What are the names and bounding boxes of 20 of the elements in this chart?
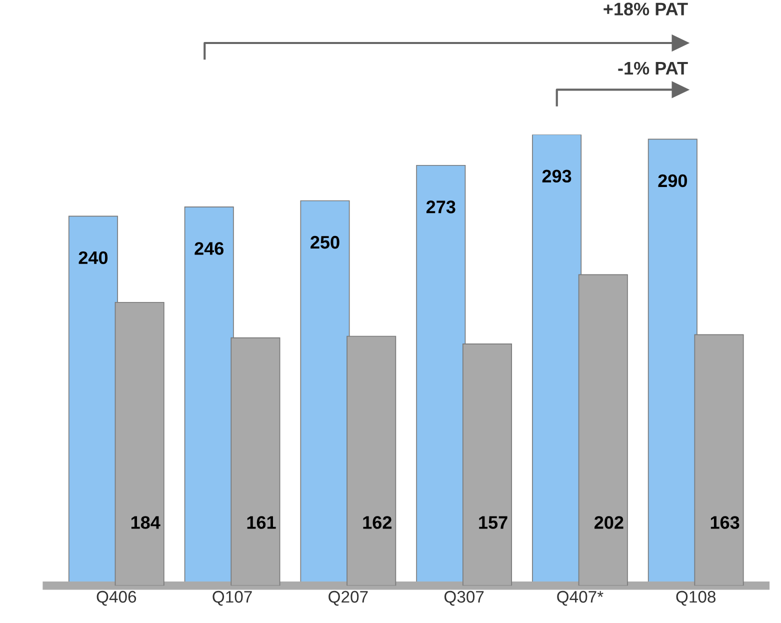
data-label: 184: [131, 516, 160, 529]
x-tick-label: Q207: [328, 590, 368, 606]
x-tick-label: Q108: [676, 590, 716, 606]
data-label: 162: [363, 516, 392, 529]
data-label: 250: [310, 236, 340, 249]
text: +18% PAT: [604, 2, 688, 16]
data-label: 240: [78, 251, 108, 264]
data-label: 161: [247, 516, 276, 529]
x-tick-label: Q107: [212, 590, 252, 606]
data-label: 163: [710, 516, 740, 529]
x-tick-label: Q406: [96, 590, 136, 606]
text: -1% PAT: [618, 62, 688, 75]
data-label: 290: [658, 174, 687, 188]
data-label: 246: [194, 242, 224, 255]
data-label: 157: [479, 516, 508, 529]
data-label: 273: [426, 200, 456, 214]
x-tick-label: Q307: [444, 590, 484, 606]
x-tick-label: Q407*: [557, 590, 604, 606]
data-label: 293: [542, 170, 572, 183]
data-label: 202: [594, 516, 624, 529]
